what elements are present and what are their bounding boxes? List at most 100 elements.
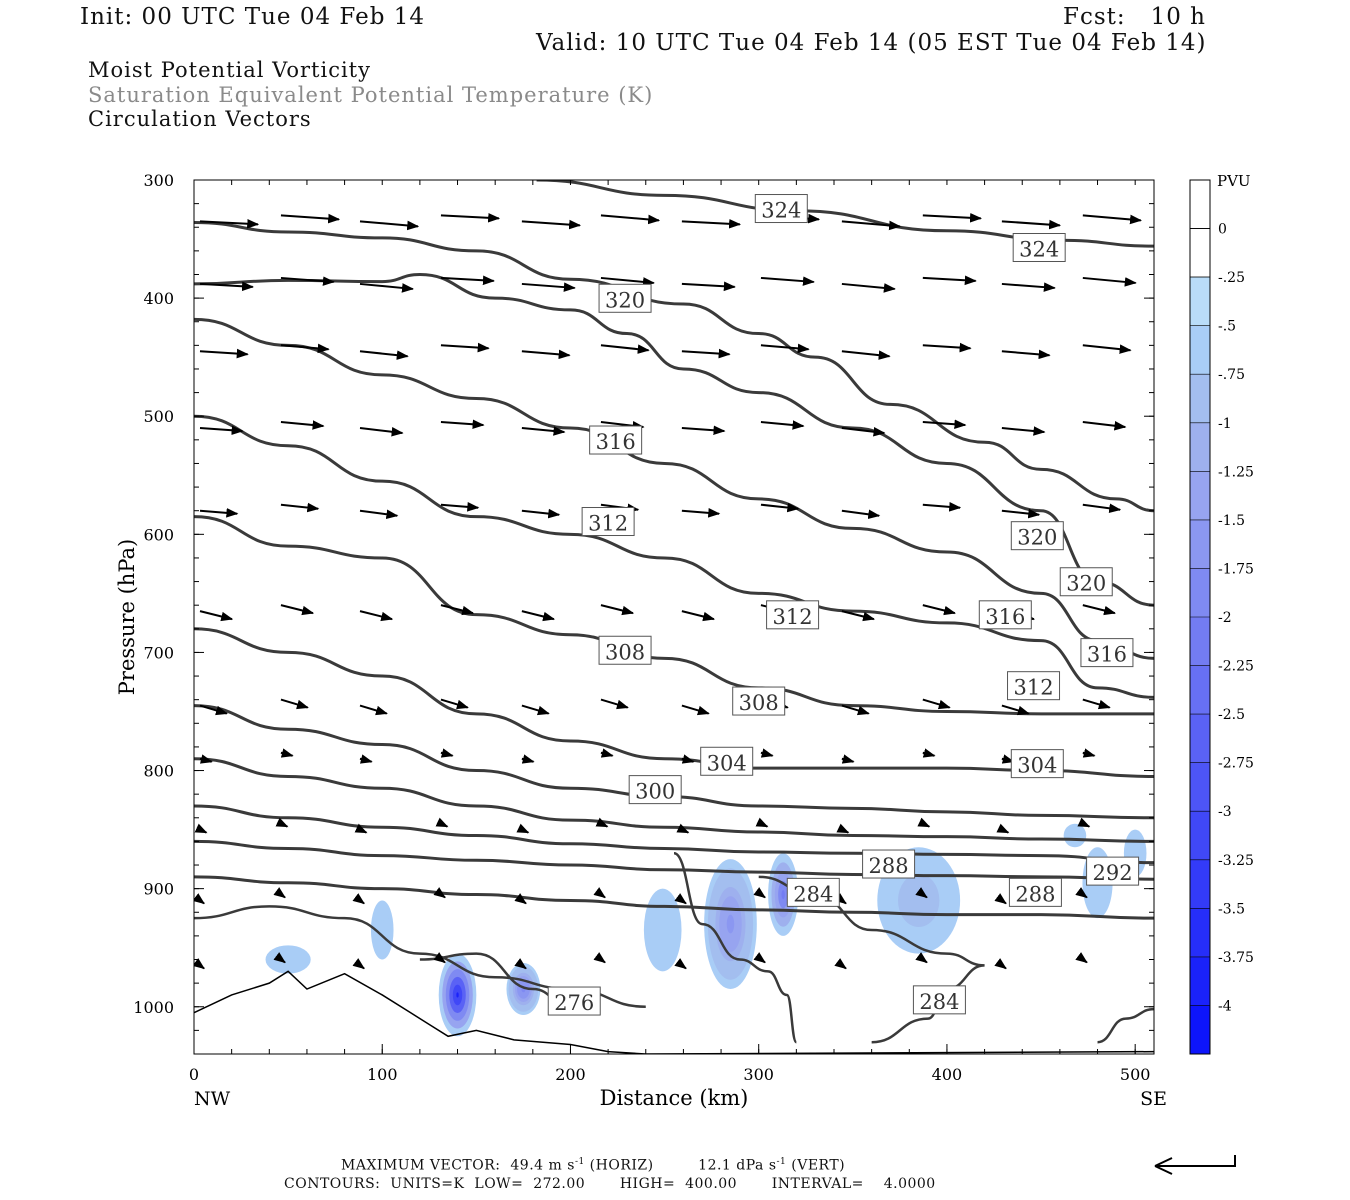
- circulation-vector: [280, 343, 330, 354]
- isentropes: [194, 180, 1154, 1044]
- reference-vector-head: [1154, 1157, 1173, 1175]
- circulation-vector: [1075, 952, 1088, 964]
- circulation-vector: [1075, 887, 1088, 899]
- pv-region: [656, 916, 669, 944]
- circulation-vector: [440, 698, 469, 710]
- colorbar-swatch: [1190, 811, 1210, 860]
- forecast-hour: Fcst: 10 h: [1063, 4, 1206, 30]
- valid-time: Valid: 10 UTC Tue 04 Feb 14 (05 EST Tue …: [536, 30, 1207, 56]
- circulation-vector: [1082, 214, 1143, 225]
- circulation-vector: [996, 823, 1010, 834]
- y-tick-label: 900: [143, 880, 174, 899]
- circulation-vector: [593, 952, 606, 964]
- colorbar: 0 -.25 -.5 -.75 -1 -1.25 -1.5 -1.75 -2 -2.25 -2.5 -…: [1189, 179, 1254, 1055]
- circulation-vector: [1001, 282, 1056, 292]
- circulation-vector: [917, 817, 931, 828]
- circulation-vector: [1082, 420, 1127, 431]
- contour-label-box: [581, 507, 635, 537]
- field-title-pv: Moist Potential Vorticity: [88, 58, 371, 82]
- circulation-vector: [359, 220, 420, 231]
- circulation-vector: [1001, 704, 1030, 716]
- circulation-vector: [440, 502, 480, 512]
- contour-label: 304: [707, 751, 747, 775]
- circulation-vector: [595, 817, 609, 828]
- circulation-vector: [836, 823, 850, 834]
- circulation-vector: [514, 893, 527, 905]
- circulation-vector: [352, 893, 365, 905]
- contour-label-box: [912, 985, 966, 1015]
- circulation-vector: [600, 698, 629, 710]
- circulation-vector: [676, 823, 690, 834]
- colorbar-swatch: [1190, 568, 1210, 617]
- pv-region: [781, 889, 785, 900]
- contour-label: 276: [554, 991, 594, 1015]
- colorbar-label: -3: [1218, 804, 1232, 820]
- circulation-vector: [915, 887, 928, 899]
- circulation-vector: [273, 887, 286, 899]
- isentrope-288: [194, 875, 1154, 920]
- contour-label-box: [1012, 233, 1066, 263]
- circulation-vector: [359, 426, 404, 437]
- colorbar-label: -2.75: [1218, 756, 1254, 772]
- circulation-vector: [1001, 349, 1051, 360]
- circulation-vector: [440, 342, 490, 353]
- contour-label: 320: [1066, 572, 1106, 596]
- circulation-vector: [681, 704, 710, 716]
- circulation-vector: [1001, 426, 1046, 436]
- circulation-vector: [841, 754, 855, 764]
- contour-label: 288: [1015, 882, 1055, 906]
- contour-label: 324: [1019, 238, 1059, 262]
- y-tick-label: 800: [143, 762, 174, 781]
- colorbar-label: -3.5: [1218, 901, 1245, 917]
- colorbar-swatch: [1190, 859, 1210, 909]
- circulation-vector: [681, 348, 731, 359]
- colorbar-swatch: [1190, 374, 1210, 423]
- circulation-vector: [841, 426, 886, 437]
- isentrope-low: [1097, 1007, 1154, 1044]
- circulation-vector: [354, 823, 368, 834]
- circulation-vector: [280, 604, 315, 616]
- contour-label-box: [1086, 856, 1140, 886]
- circulation-vector: [280, 502, 320, 513]
- circulation-vector: [922, 342, 972, 353]
- pv-region: [908, 887, 930, 914]
- circulation-vector: [194, 823, 208, 834]
- circulation-vector: [922, 212, 983, 223]
- contour-label: 320: [1017, 526, 1057, 550]
- contour-label: 308: [739, 691, 779, 715]
- contour-label-box: [1007, 671, 1061, 701]
- circulation-vector: [922, 748, 936, 758]
- contour-label: 284: [919, 990, 959, 1014]
- x-end-label-se: SE: [1140, 1088, 1167, 1110]
- circulation-vector: [521, 704, 550, 716]
- circulation-vector: [1082, 344, 1132, 354]
- axis-ticks: 0 100 200 300 400 500 300 400 500 600 700 800 900 100…: [133, 171, 1154, 1084]
- circulation-vector: [433, 887, 446, 899]
- colorbar-swatch: [1190, 908, 1210, 957]
- colorbar-label: -2: [1218, 610, 1232, 626]
- circulation-vector: [521, 219, 582, 230]
- circulation-vector: [681, 425, 726, 436]
- contour-label: 300: [635, 780, 675, 804]
- circulation-vector: [922, 275, 977, 286]
- circulation-vector: [593, 887, 606, 899]
- isentrope-low: [673, 851, 798, 1044]
- isentrope-312: [194, 414, 1154, 699]
- circulation-vector: [681, 508, 721, 518]
- circulation-vector: [516, 823, 530, 834]
- contour-label: 316: [596, 430, 636, 454]
- x-tick-label: 500: [1120, 1065, 1151, 1084]
- circulation-vector: [1001, 508, 1041, 519]
- y-tick-label: 400: [143, 289, 174, 308]
- colorbar-label: -1.75: [1218, 561, 1254, 577]
- circulation-vector: [841, 282, 896, 293]
- contour-label: 292: [1093, 861, 1133, 885]
- colorbar-label: -1: [1218, 416, 1232, 432]
- circulation-vector: [841, 704, 870, 716]
- isentrope-324: [194, 221, 1154, 513]
- footer-contours: CONTOURS: UNITS=K LOW= 272.00 HIGH= 400.…: [284, 1176, 936, 1192]
- colorbar-swatch: [1189, 228, 1211, 278]
- circulation-vector: [199, 508, 239, 518]
- contour-label: 312: [773, 605, 813, 629]
- circulation-vector: [760, 276, 815, 286]
